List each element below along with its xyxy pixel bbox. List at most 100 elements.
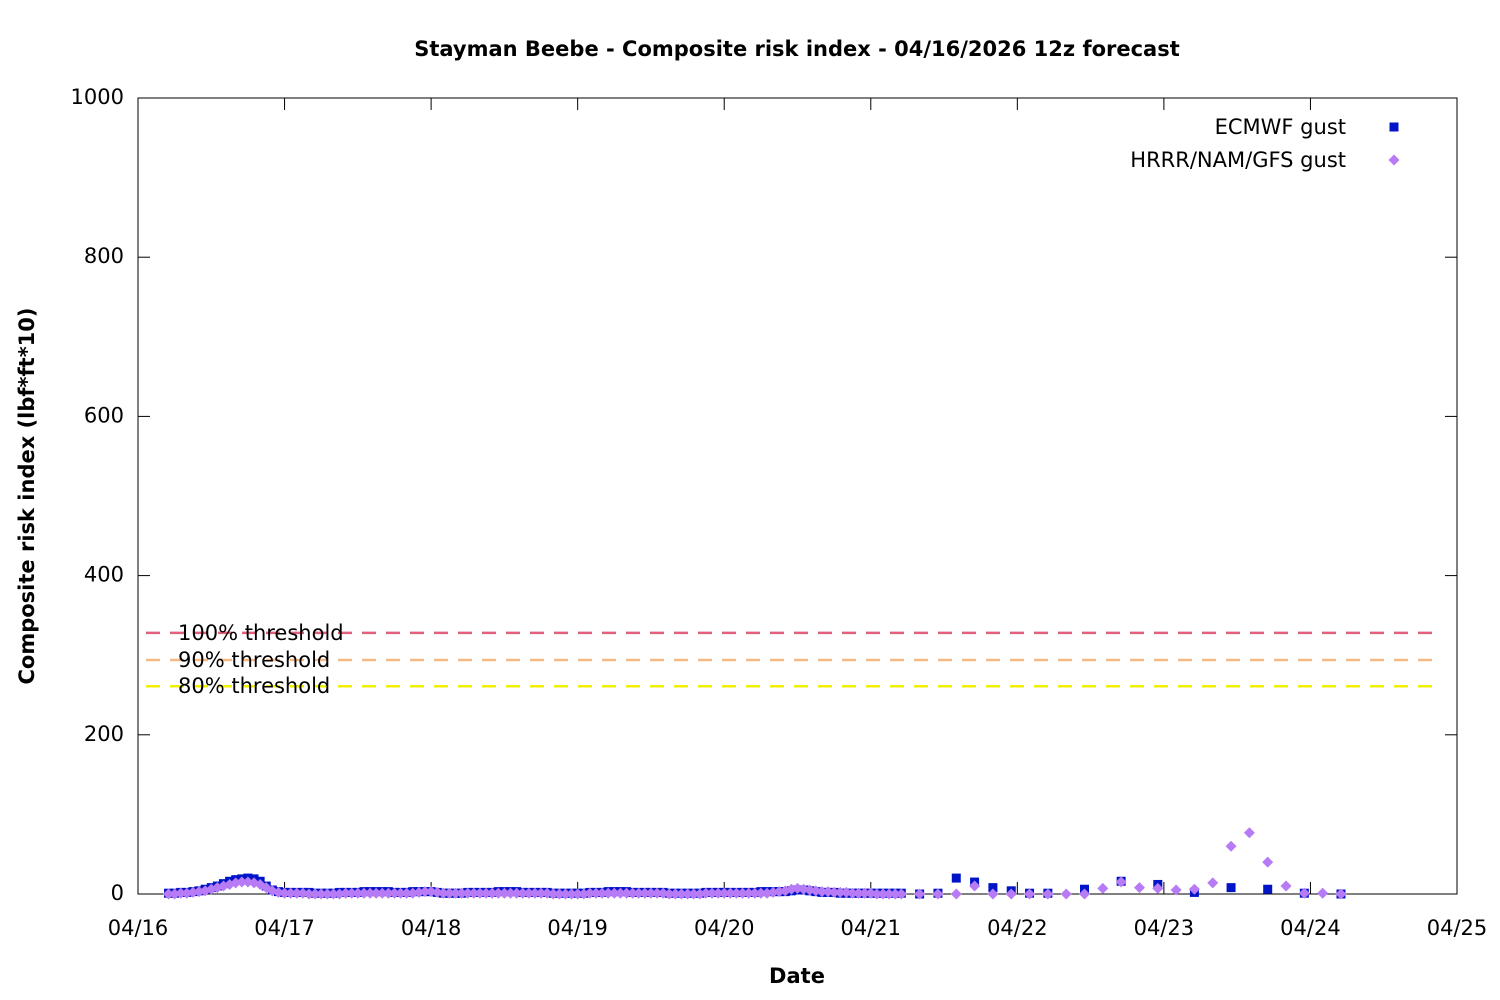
data-point [614, 887, 626, 899]
data-point [1263, 884, 1273, 894]
data-point [370, 887, 382, 899]
data-point [584, 887, 596, 899]
data-point [663, 888, 675, 900]
data-point [1097, 882, 1109, 894]
data-point [285, 887, 297, 899]
data-point [443, 887, 455, 899]
data-point [382, 887, 394, 899]
data-point [859, 887, 871, 899]
data-point [236, 876, 248, 888]
data-point [1152, 882, 1164, 894]
data-point [303, 888, 315, 900]
data-point [688, 888, 700, 900]
data-point [712, 887, 724, 899]
data-point [474, 887, 486, 899]
data-point [1335, 888, 1347, 900]
data-point [1243, 827, 1255, 839]
x-tick-label: 04/23 [1134, 916, 1195, 940]
data-point [498, 887, 510, 899]
data-point [559, 888, 571, 900]
data-point [1005, 888, 1017, 900]
data-point [523, 887, 535, 899]
y-tick-label: 1000 [71, 85, 124, 109]
data-point [871, 888, 883, 900]
data-point [755, 887, 767, 899]
data-point [1188, 883, 1200, 895]
data-point [553, 888, 565, 900]
data-point [492, 887, 504, 899]
data-point [988, 883, 998, 893]
data-point [1170, 884, 1182, 896]
data-point [504, 887, 516, 899]
legend-label: HRRR/NAM/GFS gust [1130, 148, 1346, 172]
data-point [724, 887, 736, 899]
data-point [572, 888, 584, 900]
data-point [1262, 856, 1274, 868]
x-tick-label: 04/20 [694, 916, 755, 940]
data-point [327, 888, 339, 900]
data-point [321, 888, 333, 900]
data-point [749, 887, 761, 899]
data-point [987, 888, 999, 900]
data-point [352, 887, 364, 899]
data-point [511, 887, 523, 899]
data-point [517, 887, 529, 899]
data-point [486, 887, 498, 899]
data-point [315, 888, 327, 900]
data-point [651, 887, 663, 899]
data-point [969, 880, 981, 892]
data-point [853, 887, 865, 899]
data-point [309, 888, 321, 900]
data-point [163, 888, 175, 900]
data-point [706, 887, 718, 899]
data-point [1060, 888, 1072, 900]
data-point [388, 887, 400, 899]
x-tick-label: 04/22 [987, 916, 1048, 940]
data-point [895, 888, 907, 900]
data-point [1317, 887, 1329, 899]
data-point [1115, 876, 1127, 888]
x-tick-label: 04/17 [254, 916, 315, 940]
data-point [596, 887, 608, 899]
x-tick-label: 04/24 [1280, 916, 1341, 940]
data-point [737, 887, 749, 899]
data-point [816, 886, 828, 898]
data-point [566, 888, 578, 900]
data-point [718, 887, 730, 899]
data-point [682, 888, 694, 900]
data-point [401, 887, 413, 899]
data-point [1298, 887, 1310, 899]
data-point [1079, 888, 1091, 900]
threshold-label: 90% threshold [178, 648, 330, 672]
data-point [828, 886, 840, 898]
data-point [358, 887, 370, 899]
data-point [291, 887, 303, 899]
threshold-label: 80% threshold [178, 674, 330, 698]
data-point [675, 888, 687, 900]
x-tick-label: 04/16 [108, 916, 169, 940]
data-point [889, 888, 901, 900]
x-tick-label: 04/18 [401, 916, 462, 940]
data-point [834, 886, 846, 898]
data-point [951, 873, 961, 883]
x-tick-label: 04/19 [547, 916, 608, 940]
data-point [279, 887, 291, 899]
data-point [877, 888, 889, 900]
data-point [547, 888, 559, 900]
data-point [364, 887, 376, 899]
legend-marker [1388, 154, 1400, 166]
data-point [602, 887, 614, 899]
data-point [1225, 840, 1237, 852]
data-point [248, 877, 260, 889]
legend-marker [1389, 122, 1399, 132]
data-point [1226, 883, 1236, 893]
data-point [1042, 888, 1054, 900]
threshold-label: 100% threshold [178, 621, 344, 645]
data-point [1207, 877, 1219, 889]
data-point [743, 887, 755, 899]
data-point [395, 887, 407, 899]
data-point [340, 887, 352, 899]
data-point [535, 887, 547, 899]
x-tick-label: 04/25 [1427, 916, 1488, 940]
